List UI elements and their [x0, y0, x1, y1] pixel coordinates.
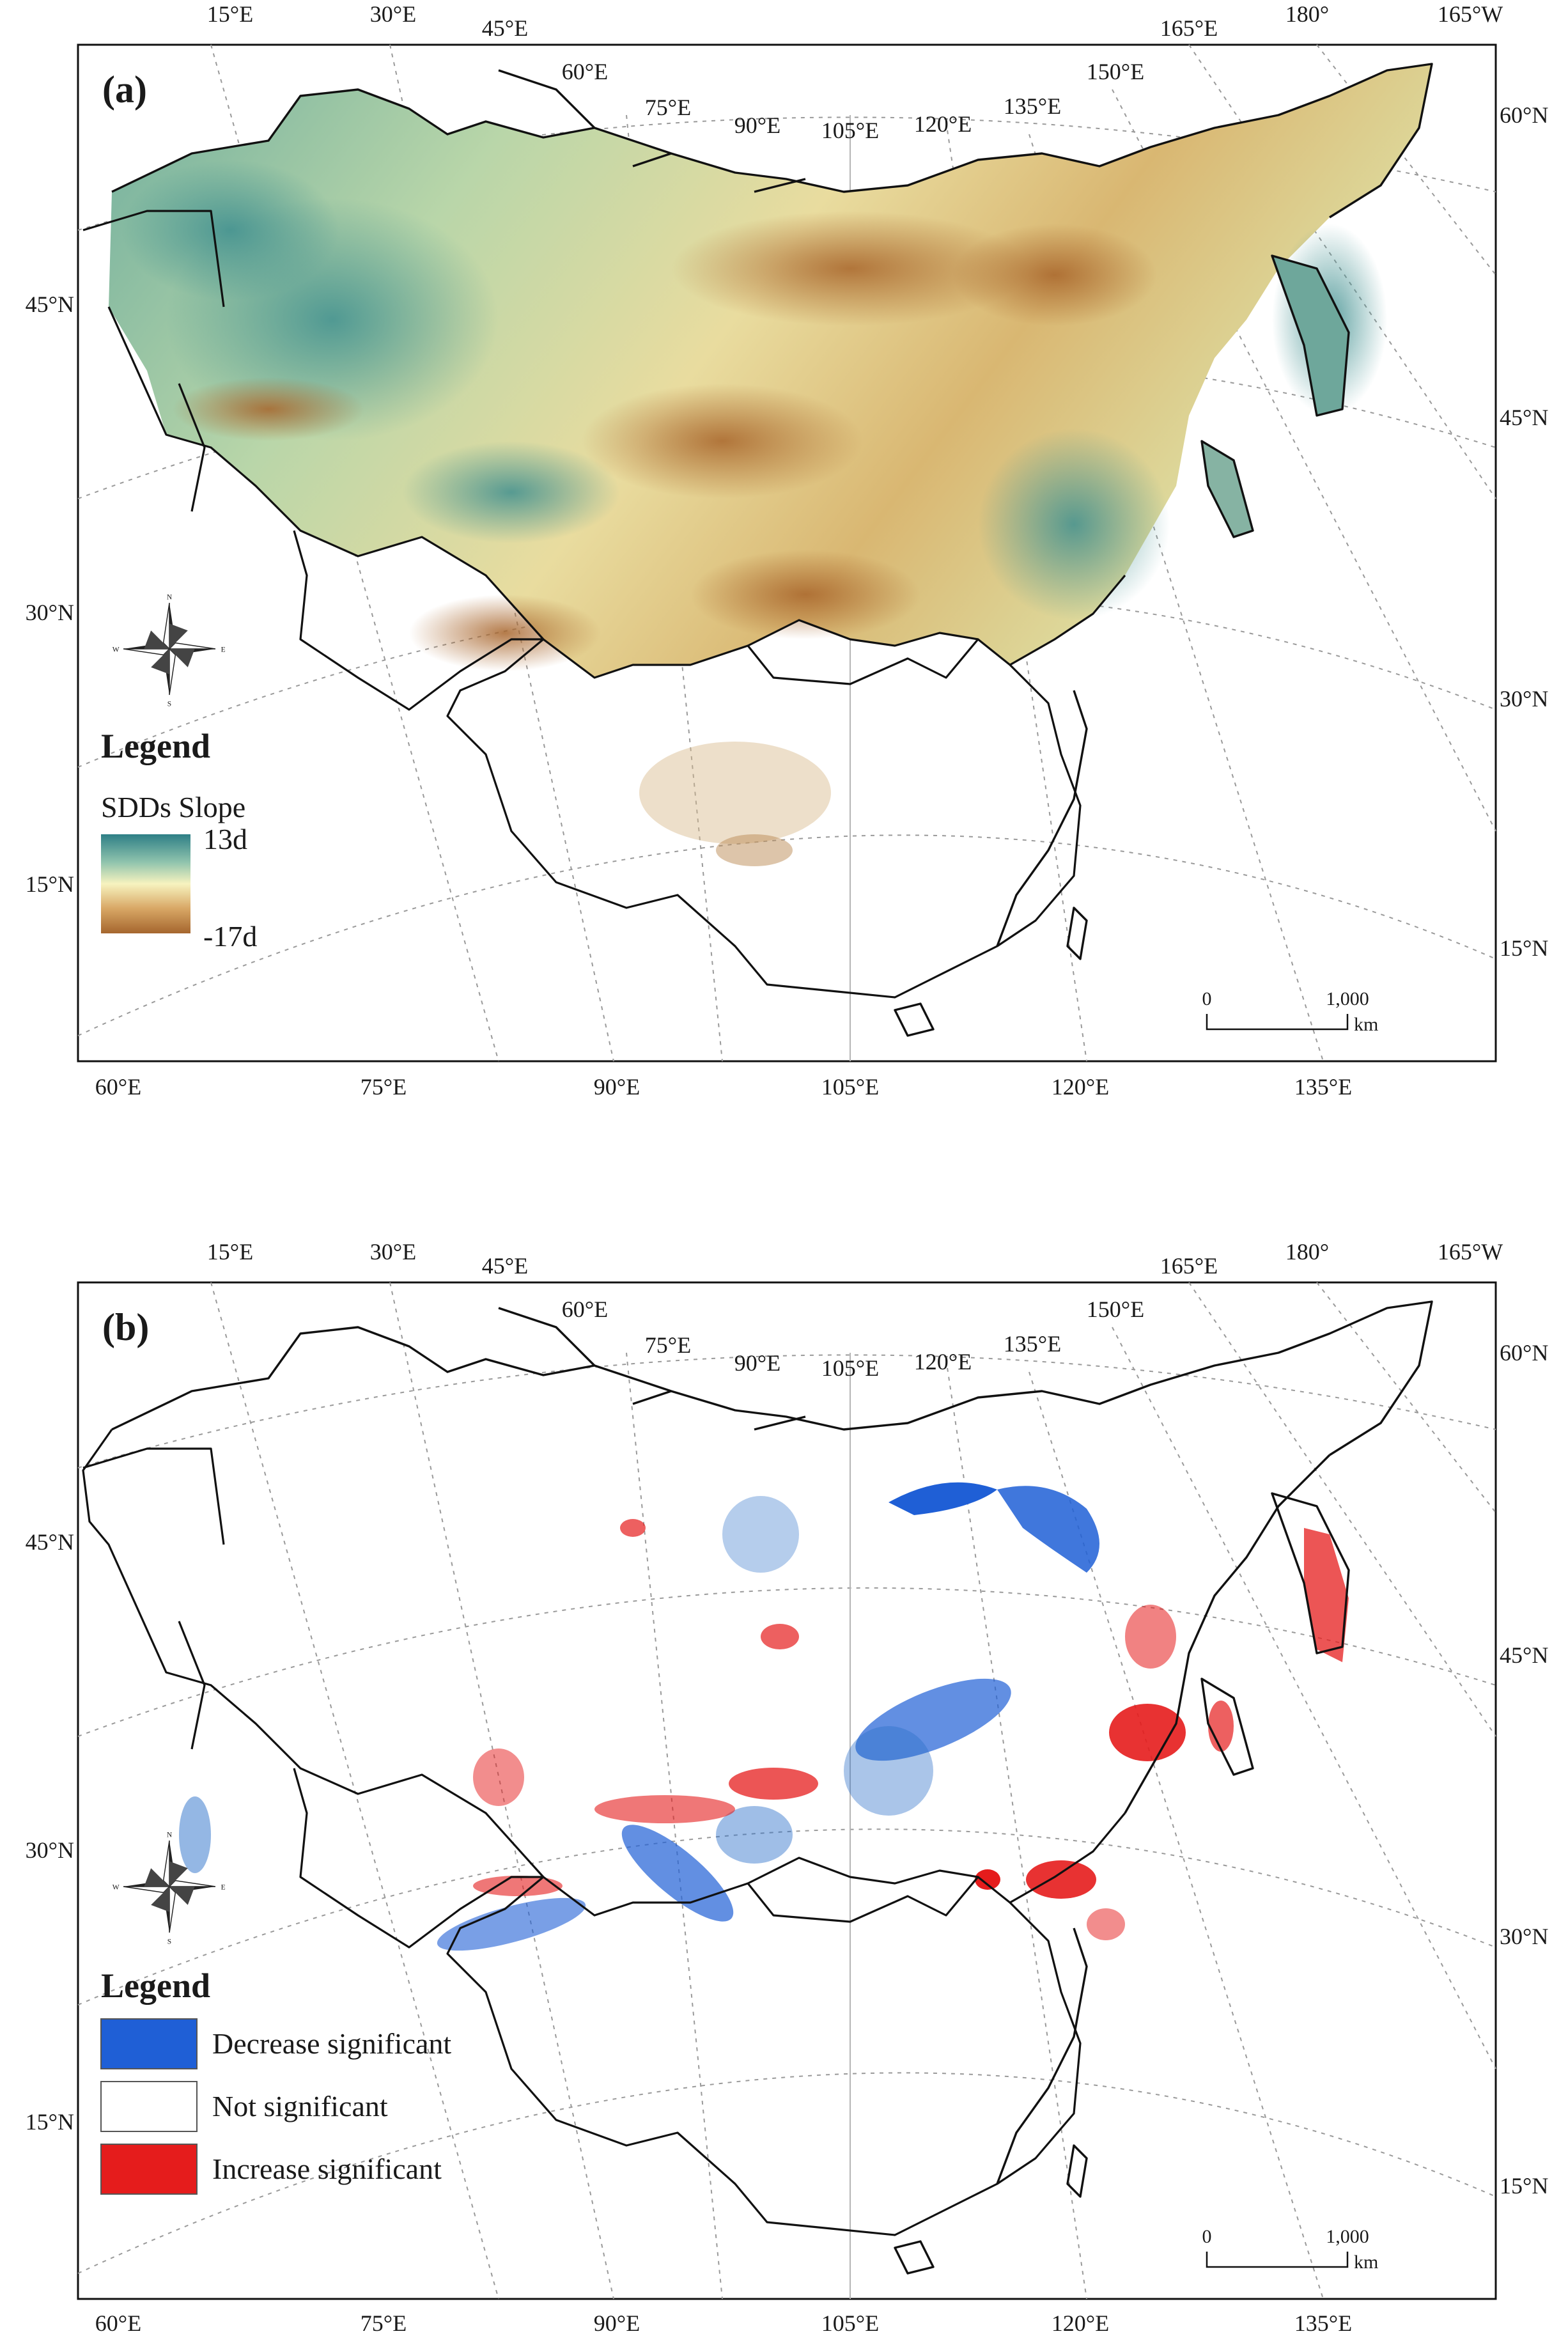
scale-zero: 0	[1202, 988, 1212, 1009]
tick-label: 120°E	[1052, 1074, 1109, 1100]
tick-label: 165°E	[1160, 15, 1218, 41]
panel-b-significance-raster	[179, 1482, 1349, 1951]
tick-label: 105°E	[821, 1355, 879, 1381]
tick-label: 105°E	[821, 2310, 879, 2336]
tick-label: 30°E	[370, 1, 416, 27]
tick-label: 15°E	[207, 1239, 253, 1265]
legend-label-decrease: Decrease significant	[212, 2027, 451, 2060]
tick-label: 45°N	[1500, 1642, 1548, 1668]
tick-label: 60°E	[95, 1074, 141, 1100]
scale-distance: 1,000	[1326, 2226, 1369, 2247]
tick-label: 75°E	[361, 2310, 407, 2336]
tick-label: 75°E	[361, 1074, 407, 1100]
tick-label: 15°N	[1500, 935, 1548, 961]
tick-label: 90°E	[734, 113, 780, 138]
panel-b-right-ticks: 60°N 45°N 30°N 15°N	[1500, 1340, 1548, 2199]
panel-a-sdd-raster	[109, 64, 1432, 866]
tick-label: 30°E	[370, 1239, 416, 1265]
panel-a-right-ticks: 60°N 45°N 30°N 15°N	[1500, 102, 1548, 961]
tick-label: 30°N	[26, 600, 74, 625]
panel-a-scale-bar: 0 1,000 km	[1202, 988, 1379, 1035]
panel-a-top-ticks: 15°E 30°E 45°E 60°E 75°E 90°E 105°E 120°…	[207, 1, 1503, 143]
tick-label: 30°N	[1500, 686, 1548, 712]
tick-label: 15°E	[207, 1, 253, 27]
legend-label-not-significant: Not significant	[212, 2090, 388, 2122]
tick-label: 180°	[1285, 1239, 1329, 1265]
tick-label: 150°E	[1087, 1296, 1144, 1322]
legend-subtitle: SDDs Slope	[101, 791, 245, 823]
panel-a-legend: Legend SDDs Slope 13d -17d	[101, 727, 257, 953]
panel-b: 15°E 30°E 45°E 60°E 75°E 90°E 105°E 120°…	[26, 1239, 1549, 2336]
tick-label: 180°	[1285, 1, 1329, 27]
panel-b-top-ticks: 15°E 30°E 45°E 60°E 75°E 90°E 105°E 120°…	[207, 1239, 1503, 1381]
tick-label: 135°E	[1294, 1074, 1352, 1100]
panel-a-left-ticks: 45°N 30°N 15°N	[26, 292, 74, 897]
tick-label: 120°E	[914, 1349, 972, 1374]
tick-label: 150°E	[1087, 59, 1144, 84]
panel-a-frame	[77, 43, 1497, 1063]
tick-label: 60°E	[95, 2310, 141, 2336]
tick-label: 120°E	[1052, 2310, 1109, 2336]
tick-label: 75°E	[645, 95, 691, 120]
tick-label: 90°E	[594, 2310, 640, 2336]
tick-label: 15°N	[26, 871, 74, 897]
legend-swatch-decrease	[100, 2018, 198, 2069]
panel-b-tag: (b)	[102, 1306, 149, 1348]
panel-b-legend: Legend Decrease significant Not signific…	[100, 1966, 451, 2195]
scale-unit: km	[1354, 1014, 1378, 1035]
tick-label: 45°E	[482, 1253, 528, 1279]
panel-a-tag: (a)	[102, 68, 147, 111]
panel-a: 15°E 30°E 45°E 60°E 75°E 90°E 105°E 120°…	[26, 1, 1549, 1100]
legend-swatch-not-significant	[100, 2081, 198, 2132]
tick-label: 45°N	[26, 292, 74, 317]
panel-b-scale-bar: 0 1,000 km	[1202, 2226, 1379, 2273]
tick-label: 90°E	[734, 1350, 780, 1376]
tick-label: 15°N	[1500, 2173, 1548, 2199]
tick-label: 60°N	[1500, 1340, 1548, 1366]
scale-zero: 0	[1202, 2226, 1212, 2247]
north-arrow-icon	[112, 593, 226, 709]
tick-label: 30°N	[26, 1837, 74, 1863]
tick-label: 60°E	[562, 1296, 608, 1322]
tick-label: 45°N	[1500, 405, 1548, 430]
legend-color-ramp	[101, 834, 190, 933]
tick-label: 135°E	[1004, 1331, 1061, 1357]
panel-b-frame	[77, 1281, 1497, 2300]
tick-label: 165°E	[1160, 1253, 1218, 1279]
panel-a-bottom-ticks: 60°E 75°E 90°E 105°E 120°E 135°E	[95, 1074, 1352, 1100]
tick-label: 30°N	[1500, 1924, 1548, 1949]
tick-label: 60°E	[562, 59, 608, 84]
tick-label: 165°W	[1438, 1, 1503, 27]
panel-b-bottom-ticks: 60°E 75°E 90°E 105°E 120°E 135°E	[95, 2310, 1352, 2336]
legend-max-label: 13d	[203, 823, 247, 855]
tick-label: 120°E	[914, 111, 972, 137]
tick-label: 135°E	[1294, 2310, 1352, 2336]
scale-unit: km	[1354, 2252, 1378, 2273]
tick-label: 60°N	[1500, 102, 1548, 128]
tick-label: 165°W	[1438, 1239, 1503, 1265]
tick-label: 45°E	[482, 15, 528, 41]
legend-title: Legend	[101, 727, 210, 765]
tick-label: 45°N	[26, 1529, 74, 1555]
tick-label: 105°E	[821, 118, 879, 143]
legend-title: Legend	[101, 1966, 210, 2005]
legend-min-label: -17d	[203, 920, 257, 953]
panel-a-borders	[82, 63, 1433, 1037]
legend-label-increase: Increase significant	[212, 2153, 442, 2185]
scale-distance: 1,000	[1326, 988, 1369, 1009]
legend-swatch-increase	[100, 2144, 198, 2195]
tick-label: 75°E	[645, 1332, 691, 1358]
tick-label: 15°N	[26, 2109, 74, 2135]
tick-label: 105°E	[821, 1074, 879, 1100]
panel-b-borders	[82, 1300, 1433, 2275]
panel-b-left-ticks: 45°N 30°N 15°N	[26, 1529, 74, 2135]
tick-label: 135°E	[1004, 93, 1061, 119]
tick-label: 90°E	[594, 1074, 640, 1100]
